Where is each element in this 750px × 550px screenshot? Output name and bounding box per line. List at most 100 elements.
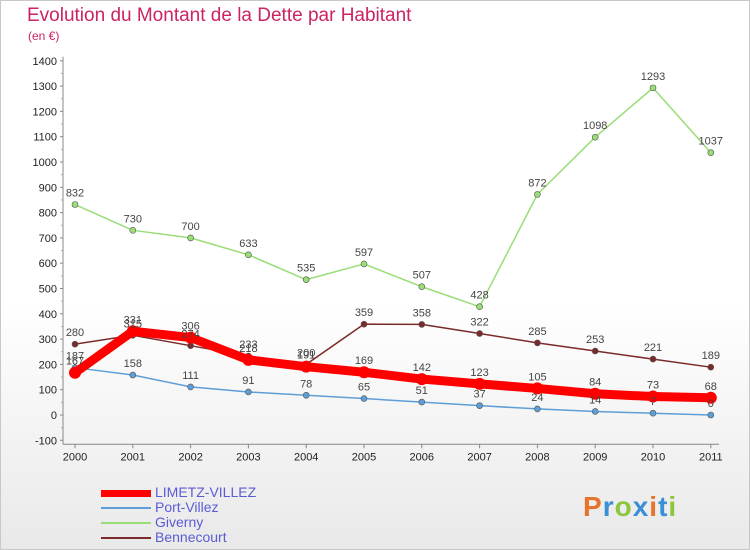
data-label: 872	[528, 177, 546, 189]
data-label: 51	[416, 385, 428, 397]
data-point	[71, 340, 79, 348]
data-point	[242, 353, 255, 366]
x-tick-label: 2009	[583, 451, 607, 463]
data-point	[649, 84, 657, 92]
y-tick-label: 500	[39, 284, 57, 296]
data-point	[69, 366, 81, 379]
data-label: 37	[473, 389, 485, 401]
data-label: 597	[355, 247, 373, 259]
data-point	[418, 283, 426, 291]
data-label: 169	[355, 355, 373, 367]
data-point	[129, 371, 137, 379]
data-point	[649, 355, 657, 363]
data-label: 700	[181, 221, 199, 233]
legend-swatch	[101, 522, 151, 524]
logo-letter: o	[614, 491, 633, 522]
legend-item-giverny: Giverny	[101, 515, 321, 530]
logo-letter: P	[583, 491, 603, 522]
data-point	[126, 325, 139, 338]
data-label: 187	[66, 351, 84, 363]
data-label: 158	[124, 358, 142, 370]
data-label: 280	[66, 327, 84, 339]
y-tick-label: 1400	[33, 56, 57, 68]
logo-letter: t	[658, 491, 669, 522]
y-tick-label: 200	[39, 359, 57, 371]
data-label: 1293	[641, 71, 665, 83]
data-point	[476, 303, 483, 311]
x-tick-label: 2004	[294, 451, 318, 463]
data-label: 7	[650, 396, 656, 408]
data-label: 535	[297, 263, 315, 275]
data-label: 832	[66, 188, 84, 200]
chart-subtitle: (en €)	[28, 29, 60, 43]
data-label: 428	[470, 290, 488, 302]
logo-letter: i	[668, 491, 678, 522]
data-label: 105	[528, 371, 546, 383]
legend-item-port-villez: Port-Villez	[101, 500, 321, 515]
data-point	[415, 373, 428, 386]
data-label: 253	[586, 334, 604, 346]
y-tick-label: 400	[39, 309, 57, 321]
data-label: 78	[300, 378, 312, 390]
legend-label: Bennecourt	[155, 529, 227, 545]
data-point	[245, 388, 252, 396]
y-tick-label: -100	[35, 435, 57, 447]
legend-label: Port-Villez	[155, 499, 219, 515]
data-point	[704, 391, 717, 404]
legend-item-limetz-villez: LIMETZ-VILLEZ	[101, 485, 321, 500]
y-tick-label: 0	[51, 410, 57, 422]
x-tick-label: 2000	[63, 451, 87, 463]
data-point	[707, 149, 715, 156]
data-label: 274	[181, 329, 199, 341]
logo-letter: x	[632, 491, 650, 522]
data-point	[647, 390, 659, 403]
x-tick-label: 2008	[525, 451, 549, 463]
data-label: 189	[702, 350, 720, 362]
data-point	[473, 377, 486, 390]
data-label: 233	[239, 339, 257, 351]
data-label: 1037	[699, 136, 723, 148]
data-label: 191	[297, 350, 315, 362]
data-label: 633	[239, 238, 257, 250]
data-point	[534, 405, 541, 413]
data-point	[476, 402, 483, 409]
chart-legend: LIMETZ-VILLEZ Port-Villez Giverny Bennecour…	[101, 485, 321, 545]
x-tick-label: 2001	[121, 451, 145, 463]
legend-label: Giverny	[155, 514, 204, 530]
data-point	[129, 227, 137, 234]
data-point	[300, 360, 313, 373]
logo-letter: i	[649, 491, 659, 522]
data-label: 285	[528, 326, 546, 338]
data-point	[591, 347, 599, 355]
data-label: 306	[181, 321, 199, 333]
y-tick-label: 600	[39, 258, 57, 270]
data-label: 73	[647, 380, 659, 392]
data-point	[591, 133, 599, 141]
data-point	[418, 398, 426, 406]
y-tick-label: 100	[39, 385, 57, 397]
data-point	[707, 411, 715, 419]
series-line-port-villez	[74, 366, 712, 416]
x-tick-label: 2002	[178, 451, 202, 463]
data-point	[418, 321, 426, 328]
y-tick-label: 1100	[33, 132, 57, 144]
proxiti-logo: Proxiti	[583, 491, 677, 523]
chart-title: Evolution du Montant de la Dette par Hab…	[27, 5, 412, 26]
x-tick-label: 2006	[410, 451, 434, 463]
x-tick-label: 2003	[236, 451, 260, 463]
series-line-limetz-villez	[70, 326, 716, 403]
data-point	[360, 260, 368, 268]
data-point	[476, 330, 483, 337]
data-label: 111	[182, 370, 199, 382]
data-point	[184, 331, 197, 344]
data-label: 24	[531, 392, 543, 404]
legend-swatch	[101, 490, 151, 497]
data-label: 65	[358, 382, 370, 394]
series-line-giverny	[74, 87, 712, 308]
x-tick-label: 2011	[699, 451, 723, 463]
data-label: 14	[589, 394, 601, 406]
data-point	[360, 395, 368, 402]
data-point	[534, 339, 541, 347]
data-label: 1098	[583, 120, 607, 132]
